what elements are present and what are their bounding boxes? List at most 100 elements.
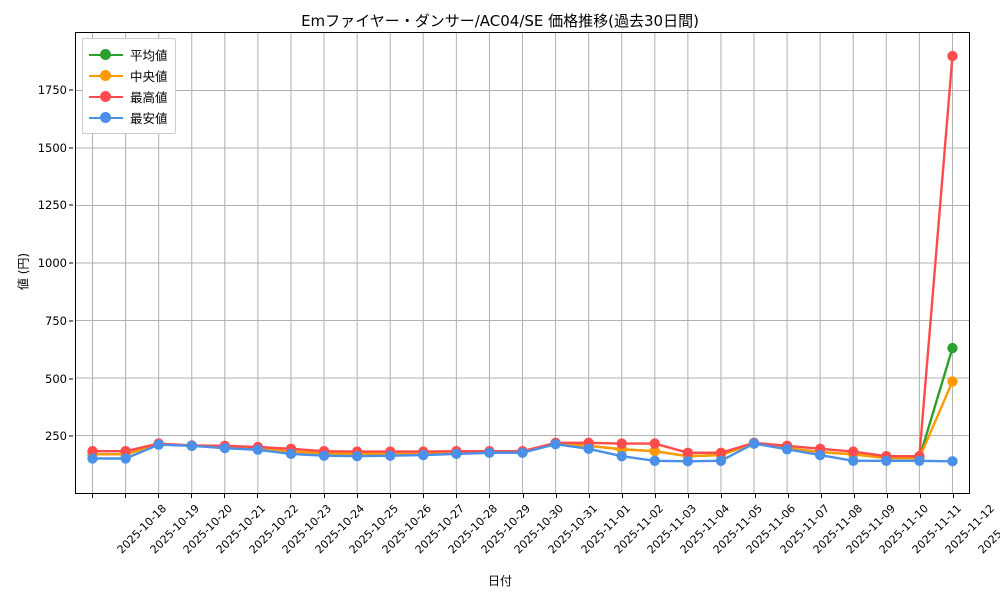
data-point-marker	[517, 447, 528, 458]
data-point-marker	[87, 453, 98, 464]
data-series-layer	[87, 50, 958, 467]
data-point-marker	[814, 449, 826, 461]
data-point-marker	[318, 450, 330, 461]
data-point-marker	[682, 447, 694, 458]
data-point-marker	[649, 438, 660, 449]
legend-swatch-icon	[89, 90, 123, 104]
data-series	[87, 438, 958, 467]
x-tick-mark	[953, 494, 955, 498]
y-tick-label: 1750	[37, 82, 67, 97]
data-point-marker	[252, 444, 264, 455]
data-point-marker	[385, 450, 396, 461]
x-tick-mark	[257, 494, 259, 498]
data-point-marker	[848, 446, 859, 457]
grid-lines	[76, 33, 969, 493]
x-tick-mark	[157, 494, 159, 498]
series-line	[91, 346, 954, 460]
data-point-marker	[947, 456, 958, 467]
x-tick-mark	[787, 494, 789, 498]
x-tick-mark	[423, 494, 425, 498]
y-tick-label: 1500	[37, 140, 67, 155]
data-point-marker	[87, 445, 98, 457]
data-point-marker	[616, 451, 627, 462]
y-tick-mark	[69, 320, 73, 322]
data-point-marker	[120, 453, 131, 464]
legend-swatch-icon	[89, 69, 123, 83]
x-tick-mark	[820, 494, 822, 498]
data-point-marker	[219, 442, 231, 454]
x-tick-mark	[655, 494, 657, 498]
x-tick-mark	[721, 494, 723, 498]
x-tick-mark	[754, 494, 756, 498]
data-point-marker	[848, 455, 859, 466]
data-point-marker	[451, 448, 462, 460]
data-point-marker	[484, 447, 495, 458]
y-tick-mark	[69, 378, 73, 379]
x-tick-mark	[91, 494, 93, 498]
data-point-marker	[649, 445, 660, 457]
x-tick-mark	[389, 494, 391, 498]
x-tick-mark	[588, 494, 590, 498]
data-point-marker	[781, 444, 793, 455]
data-point-marker	[285, 448, 297, 460]
series-line	[91, 54, 954, 458]
y-axis-ticks: 250 500 750 1000 1250 1500 1750	[0, 32, 67, 494]
x-tick-mark	[323, 494, 325, 498]
x-tick-mark	[621, 494, 623, 498]
y-tick-mark	[69, 262, 73, 264]
data-point-marker	[715, 455, 727, 466]
data-point-marker	[947, 50, 958, 62]
data-point-marker	[715, 447, 727, 458]
y-tick-label: 1000	[37, 256, 67, 270]
y-tick-mark	[69, 204, 73, 206]
data-point-marker	[351, 451, 363, 462]
data-point-marker	[914, 455, 925, 466]
y-tick-label: 1250	[37, 198, 67, 213]
legend-item[interactable]: 平均値	[89, 44, 168, 65]
x-tick-mark	[688, 494, 690, 498]
data-point-marker	[550, 439, 561, 450]
y-tick-label: 250	[45, 429, 67, 444]
x-tick-mark	[920, 494, 922, 498]
x-tick-mark	[489, 494, 491, 498]
legend-item[interactable]: 最高値	[89, 86, 168, 107]
y-tick-label: 500	[45, 371, 67, 386]
y-tick-mark	[69, 435, 73, 437]
data-point-marker	[881, 455, 892, 466]
data-point-marker	[186, 440, 197, 452]
data-point-marker	[947, 376, 958, 387]
x-tick-mark	[887, 494, 889, 498]
data-point-marker	[120, 445, 131, 457]
chart-title: Emファイヤー・ダンサー/AC04/SE 価格推移(過去30日間)	[301, 12, 699, 30]
x-tick-mark	[555, 494, 557, 498]
data-series	[87, 50, 958, 462]
x-tick-mark	[522, 494, 524, 498]
x-tick-mark	[124, 494, 126, 498]
x-tick-mark	[456, 494, 458, 498]
legend-item[interactable]: 中央値	[89, 65, 168, 86]
data-point-marker	[682, 456, 694, 467]
data-point-marker	[748, 438, 760, 449]
data-point-marker	[947, 342, 958, 354]
x-tick-mark	[191, 494, 193, 498]
legend-swatch-icon	[89, 48, 123, 62]
data-point-marker	[153, 439, 164, 450]
x-tick-mark	[290, 494, 292, 498]
legend-label: 最高値	[130, 90, 168, 105]
data-point-marker	[583, 443, 594, 455]
legend-label: 最安値	[130, 111, 168, 126]
legend-item[interactable]: 最安値	[89, 107, 168, 128]
x-tick-mark	[853, 494, 855, 498]
chart-legend: 平均値 中央値最高値最安値	[82, 38, 176, 134]
data-point-marker	[649, 455, 660, 466]
data-point-marker	[418, 449, 429, 461]
plot-area	[75, 32, 970, 494]
data-point-marker	[616, 438, 627, 449]
y-tick-mark	[69, 89, 73, 91]
x-tick-mark	[224, 494, 226, 498]
x-axis-label: 日付	[487, 574, 512, 588]
legend-swatch-icon	[89, 111, 123, 125]
x-tick-mark	[356, 494, 358, 498]
y-tick-label: 750	[45, 313, 67, 328]
